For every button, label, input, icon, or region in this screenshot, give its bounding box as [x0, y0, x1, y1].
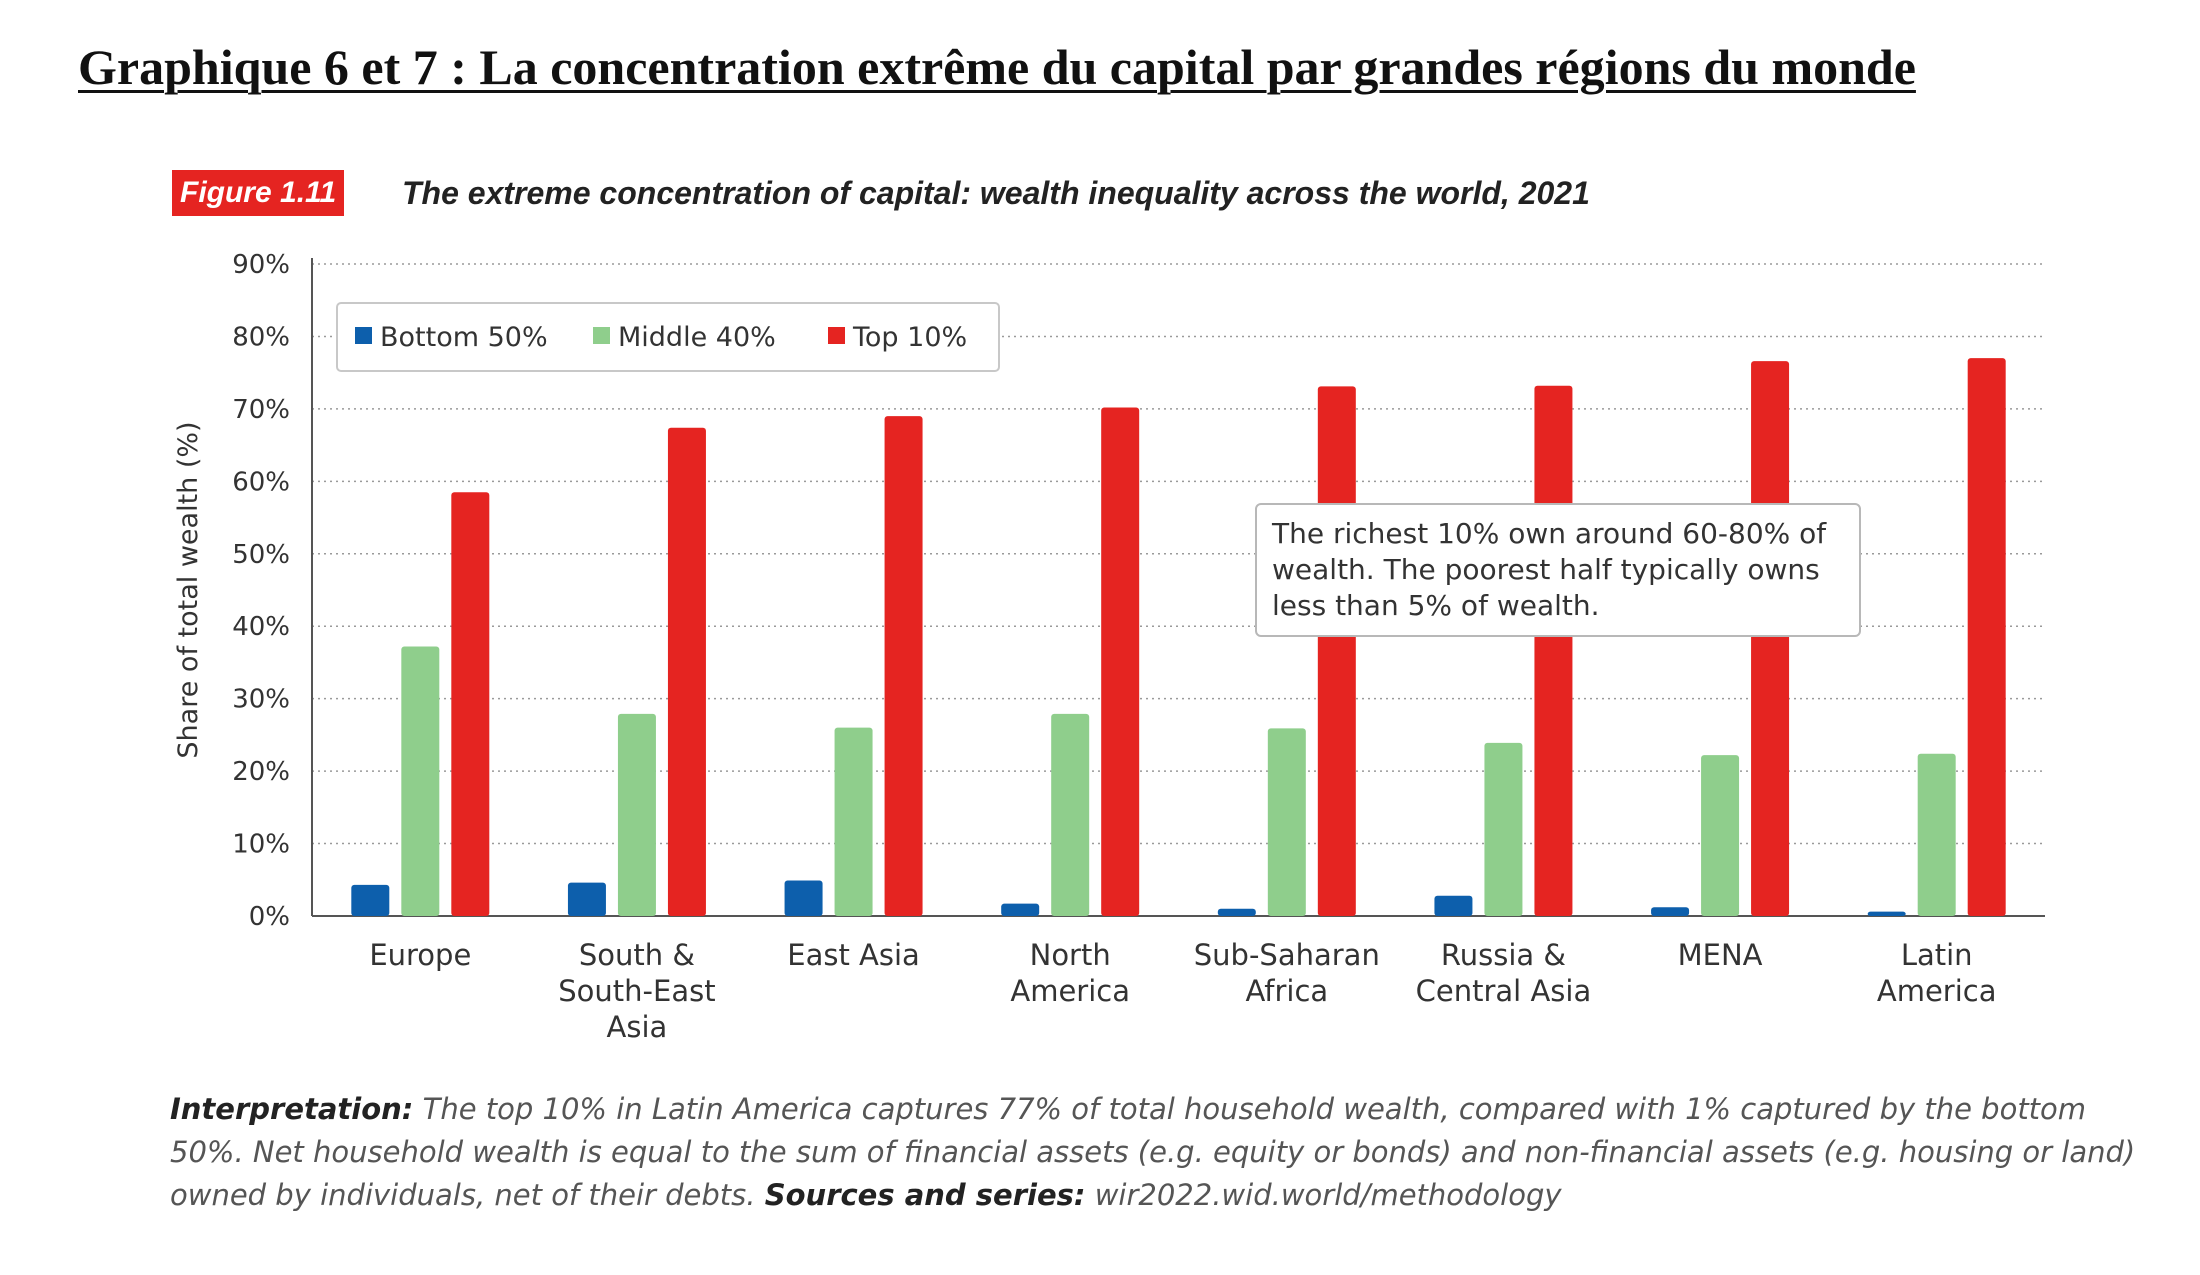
category-label: Sub-Saharan	[1194, 938, 1380, 972]
bar-bottom-50	[784, 880, 823, 916]
y-tick-label: 30%	[232, 685, 290, 715]
legend-label: Middle 40%	[618, 322, 776, 353]
bar-top-10	[1534, 385, 1573, 916]
bar-bottom-50	[1217, 908, 1256, 916]
annotation-text: less than 5% of wealth.	[1272, 589, 1600, 622]
interpretation-label: Interpretation:	[170, 1092, 414, 1126]
y-tick-label: 10%	[232, 830, 290, 860]
category-label: South &	[579, 938, 695, 972]
y-tick-label: 90%	[232, 250, 290, 280]
legend-swatch	[828, 327, 845, 344]
page-heading: Graphique 6 et 7 : La concentration extr…	[78, 39, 1916, 95]
bar-top-10	[1751, 361, 1790, 916]
annotation-text: The richest 10% own around 60-80% of	[1271, 517, 1827, 550]
y-tick-label: 60%	[232, 467, 290, 497]
bar-top-10	[667, 427, 706, 916]
legend-label: Bottom 50%	[380, 322, 548, 353]
bar-middle-40	[617, 713, 656, 916]
bar-middle-40	[1917, 753, 1956, 916]
category-label: East Asia	[787, 938, 920, 972]
figure-title: The extreme concentration of capital: we…	[402, 175, 1590, 211]
bar-top-10	[1101, 407, 1140, 916]
bar-bottom-50	[1867, 911, 1906, 916]
bar-middle-40	[1267, 728, 1306, 916]
bar-middle-40	[1701, 755, 1740, 916]
y-tick-label: 70%	[232, 395, 290, 425]
y-tick-label: 40%	[232, 612, 290, 642]
category-label: Central Asia	[1416, 974, 1592, 1008]
bar-middle-40	[834, 727, 873, 916]
annotation-text: wealth. The poorest half typically owns	[1272, 553, 1820, 586]
bar-bottom-50	[1434, 895, 1473, 916]
figure-tag: Figure 1.11	[172, 170, 345, 216]
annotation-box	[1255, 503, 1861, 637]
bar-middle-40	[401, 646, 440, 916]
bar-bottom-50	[567, 882, 606, 916]
bar-bottom-50	[351, 884, 390, 916]
category-label: South-East	[558, 974, 715, 1008]
category-label: Latin	[1901, 938, 1973, 972]
bar-bottom-50	[1001, 903, 1040, 916]
sources-label: Sources and series:	[764, 1178, 1086, 1212]
category-label: MENA	[1678, 938, 1763, 972]
bar-top-10	[451, 492, 490, 916]
legend-label: Top 10%	[852, 322, 967, 353]
legend-swatch	[355, 327, 372, 344]
legend-swatch	[593, 327, 610, 344]
interpretation-text: The top 10% in Latin America captures 77…	[170, 1092, 2136, 1212]
y-tick-label: 80%	[232, 322, 290, 352]
bar-top-10	[884, 416, 923, 916]
footnote: Interpretation: The top 10% in Latin Ame…	[170, 1088, 2150, 1217]
y-tick-label: 50%	[232, 540, 290, 570]
category-label: North	[1030, 938, 1111, 972]
bar-top-10	[1967, 358, 2006, 917]
bar-chart: 0% 10% 20% 30% 40% 50% 60% 70% 80% 90% Share of to…	[173, 250, 2045, 1044]
y-tick-label: 0%	[249, 902, 290, 932]
category-label: Africa	[1245, 974, 1328, 1008]
category-label: Russia &	[1441, 938, 1566, 972]
legend-box	[336, 302, 1000, 372]
bar-middle-40	[1484, 742, 1523, 916]
category-label: America	[1010, 974, 1130, 1008]
y-tick-label: 20%	[232, 757, 290, 787]
category-label: Europe	[369, 938, 471, 972]
bar-top-10	[1317, 386, 1356, 916]
category-label: America	[1877, 974, 1997, 1008]
y-axis-label: Share of total wealth (%)	[173, 421, 204, 758]
category-label: Asia	[607, 1010, 668, 1044]
sources-text: wir2022.wid.world/methodology	[1085, 1178, 1562, 1212]
bar-bottom-50	[1651, 907, 1690, 916]
bar-middle-40	[1051, 713, 1090, 916]
